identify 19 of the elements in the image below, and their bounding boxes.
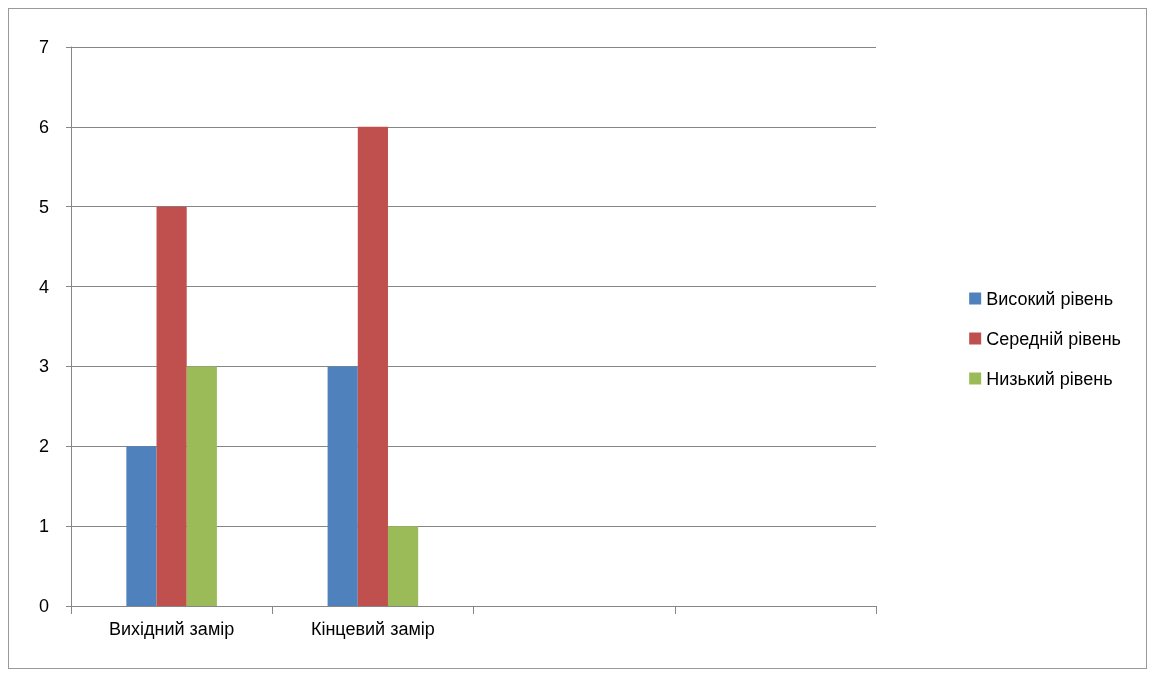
y-tick-label: 6 [38, 116, 49, 137]
bar [387, 526, 419, 606]
y-tick-label: 0 [38, 596, 49, 616]
y-tick-label: 2 [38, 436, 49, 457]
y-tick-label: 1 [38, 516, 49, 537]
legend-label: Високий рівень [986, 288, 1114, 309]
bar [357, 126, 388, 606]
y-tick-label: 3 [38, 356, 49, 377]
bar [327, 366, 358, 606]
legend-label: Середній рівень [986, 328, 1122, 349]
x-tick-label: Кінцевий замір [310, 619, 435, 639]
y-tick-label: 5 [38, 196, 49, 217]
y-tick-label: 4 [38, 276, 49, 297]
bar [186, 366, 217, 606]
bar [156, 206, 187, 606]
bar [126, 446, 157, 606]
x-tick-label: Вихідний замір [108, 619, 235, 639]
y-tick-label: 7 [38, 37, 49, 57]
legend-label: Низький рівень [986, 368, 1113, 389]
